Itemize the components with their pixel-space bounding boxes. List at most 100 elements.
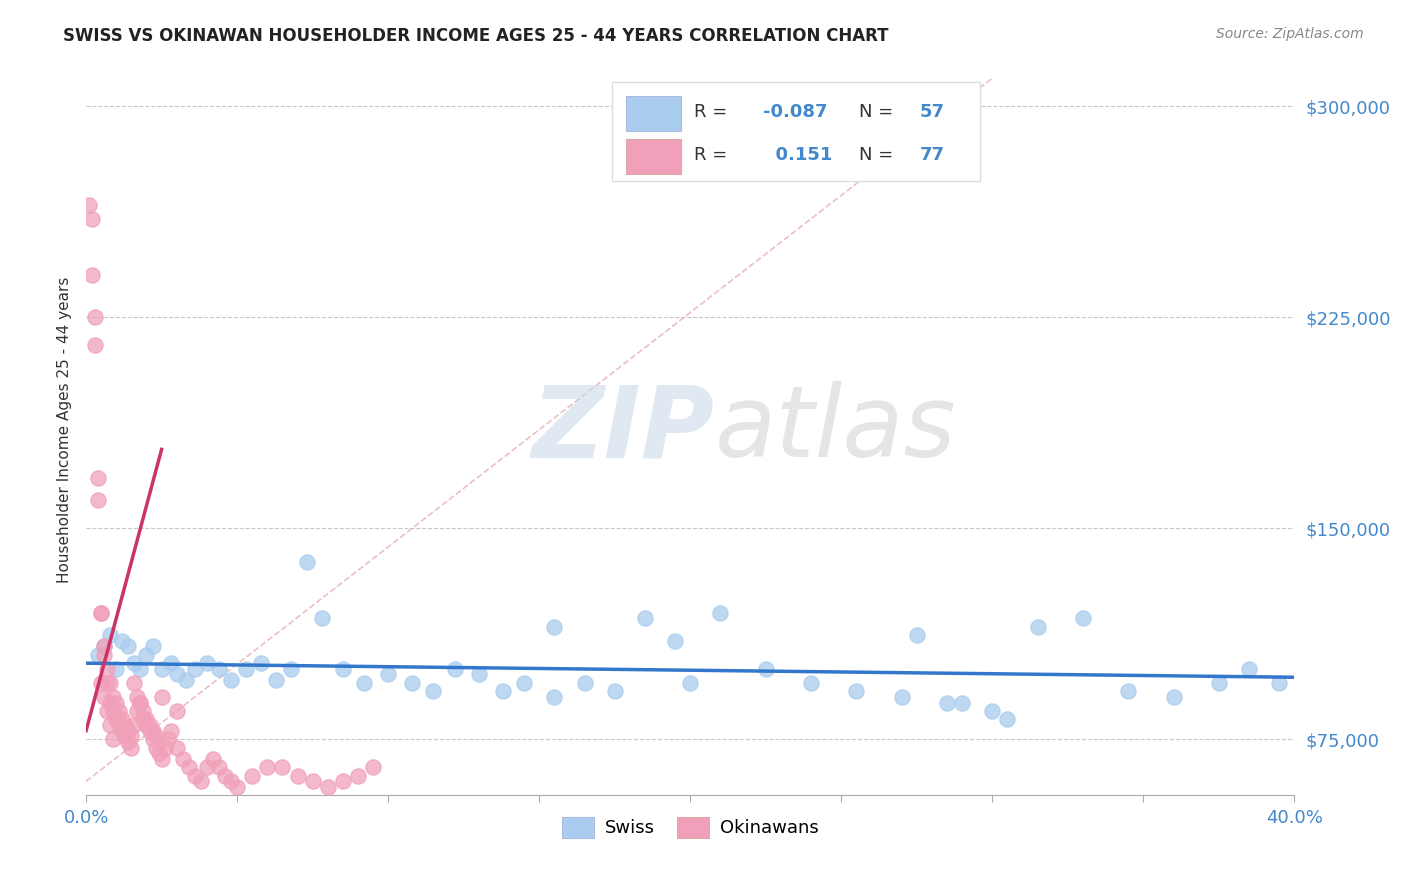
Point	[108, 718, 131, 732]
Point	[936, 696, 959, 710]
Point	[117, 735, 139, 749]
FancyBboxPatch shape	[626, 95, 681, 130]
Legend: Swiss, Okinawans: Swiss, Okinawans	[554, 810, 825, 845]
Point	[111, 633, 134, 648]
Point	[105, 662, 128, 676]
Point	[166, 667, 188, 681]
Point	[150, 752, 173, 766]
Point	[184, 769, 207, 783]
Point	[150, 662, 173, 676]
Point	[219, 774, 242, 789]
Point	[141, 640, 163, 654]
Y-axis label: Householder Income Ages 25 - 44 years: Householder Income Ages 25 - 44 years	[58, 277, 72, 582]
Point	[603, 684, 626, 698]
Point	[422, 684, 444, 698]
Point	[159, 656, 181, 670]
FancyBboxPatch shape	[612, 82, 980, 181]
Point	[93, 648, 115, 662]
Point	[208, 662, 231, 676]
Point	[84, 338, 107, 352]
Point	[87, 648, 110, 662]
Point	[219, 673, 242, 687]
Point	[755, 662, 778, 676]
Point	[443, 662, 465, 676]
Point	[311, 611, 333, 625]
Point	[105, 713, 128, 727]
Point	[226, 780, 249, 794]
Point	[111, 723, 134, 738]
Text: 77: 77	[920, 146, 945, 164]
Point	[90, 676, 112, 690]
Text: atlas: atlas	[714, 381, 956, 478]
Point	[166, 704, 188, 718]
Point	[468, 667, 491, 681]
Point	[271, 760, 294, 774]
Point	[138, 718, 160, 732]
Point	[93, 690, 115, 704]
Point	[890, 690, 912, 704]
Point	[401, 676, 423, 690]
Point	[108, 704, 131, 718]
Point	[1071, 611, 1094, 625]
Point	[93, 640, 115, 654]
Point	[256, 760, 278, 774]
Point	[153, 740, 176, 755]
Point	[950, 696, 973, 710]
Point	[90, 606, 112, 620]
Point	[1237, 662, 1260, 676]
Point	[634, 611, 657, 625]
Point	[111, 713, 134, 727]
Point	[98, 696, 121, 710]
Point	[1268, 676, 1291, 690]
Point	[905, 628, 928, 642]
Point	[195, 760, 218, 774]
Point	[997, 713, 1019, 727]
FancyBboxPatch shape	[626, 139, 681, 175]
Point	[201, 752, 224, 766]
Point	[332, 774, 354, 789]
Point	[98, 718, 121, 732]
Point	[82, 268, 104, 282]
Point	[981, 704, 1004, 718]
Point	[129, 696, 152, 710]
Point	[332, 662, 354, 676]
Point	[174, 673, 197, 687]
Point	[103, 704, 125, 718]
Point	[117, 723, 139, 738]
Point	[250, 656, 273, 670]
Point	[361, 760, 384, 774]
Point	[295, 555, 318, 569]
Text: N =: N =	[859, 103, 900, 120]
Point	[664, 633, 686, 648]
Point	[103, 732, 125, 747]
Point	[492, 684, 515, 698]
Point	[800, 676, 823, 690]
Point	[129, 662, 152, 676]
Point	[166, 740, 188, 755]
Point	[135, 713, 157, 727]
Point	[1208, 676, 1230, 690]
Point	[138, 723, 160, 738]
Point	[132, 713, 155, 727]
Point	[96, 662, 118, 676]
Point	[240, 769, 263, 783]
Point	[1163, 690, 1185, 704]
Point	[150, 690, 173, 704]
Point	[87, 470, 110, 484]
Point	[266, 673, 288, 687]
Text: N =: N =	[859, 146, 900, 164]
Point	[132, 704, 155, 718]
Point	[114, 729, 136, 743]
Point	[120, 740, 142, 755]
Text: 57: 57	[920, 103, 945, 120]
Point	[195, 656, 218, 670]
Point	[93, 640, 115, 654]
Text: R =: R =	[693, 146, 733, 164]
Point	[148, 746, 170, 760]
Point	[543, 690, 565, 704]
Text: Source: ZipAtlas.com: Source: ZipAtlas.com	[1216, 27, 1364, 41]
Point	[141, 732, 163, 747]
Point	[543, 619, 565, 633]
Point	[159, 723, 181, 738]
Point	[117, 640, 139, 654]
